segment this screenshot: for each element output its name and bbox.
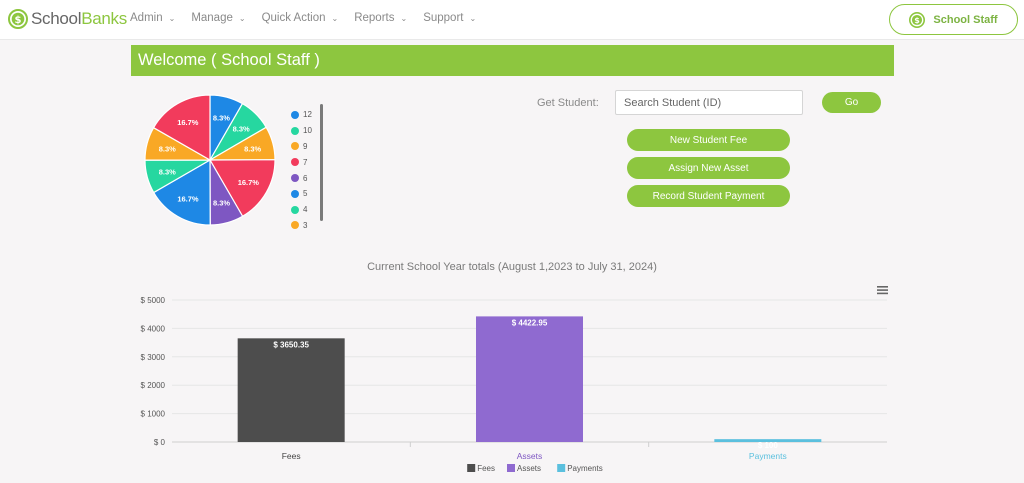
- school-staff-label: School Staff: [933, 13, 998, 26]
- nav-admin[interactable]: Admin ⌄: [130, 12, 176, 24]
- search-student-input[interactable]: [615, 90, 803, 115]
- school-staff-button[interactable]: $ School Staff: [889, 4, 1018, 35]
- dollar-logo-icon: $: [909, 11, 926, 28]
- schoolbanks-logo[interactable]: $ SchoolBanks: [8, 9, 127, 29]
- y-tick-label: $ 1000: [141, 410, 166, 419]
- nav-support[interactable]: Support ⌄: [423, 12, 477, 24]
- chevron-down-icon: ⌄: [469, 13, 477, 23]
- nav-manage[interactable]: Manage ⌄: [191, 12, 246, 24]
- assign-new-asset-button[interactable]: Assign New Asset: [627, 157, 790, 179]
- nav-reports[interactable]: Reports ⌄: [354, 12, 408, 24]
- legend-label: 9: [303, 141, 308, 151]
- welcome-banner: Welcome ( School Staff ): [131, 45, 894, 76]
- pie-legend-item[interactable]: 7: [291, 154, 312, 170]
- new-student-fee-button[interactable]: New Student Fee: [627, 129, 790, 151]
- pie-slice-label: 16.7%: [177, 118, 199, 127]
- bar-fees[interactable]: [237, 338, 345, 442]
- chart-legend-item[interactable]: Fees: [467, 464, 495, 473]
- y-tick-label: $ 0: [154, 438, 166, 447]
- grade-pie-chart: 8.3%8.3%8.3%16.7%8.3%16.7%8.3%8.3%16.7%: [144, 94, 276, 226]
- y-tick-label: $ 2000: [141, 381, 166, 390]
- chart-title: Current School Year totals (August 1,202…: [367, 261, 657, 273]
- legend-label: 7: [303, 157, 308, 167]
- pie-slice-label: 16.7%: [238, 178, 260, 187]
- legend-dot: [291, 126, 299, 135]
- pie-legend-item[interactable]: 6: [291, 170, 312, 186]
- pie-legend-item[interactable]: 10: [291, 123, 312, 139]
- record-student-payment-button[interactable]: Record Student Payment: [627, 185, 790, 207]
- get-student-label: Get Student:: [537, 97, 599, 109]
- legend-label: Fees: [477, 464, 495, 473]
- x-category-label: Payments: [749, 451, 787, 461]
- nav-quick-action[interactable]: Quick Action ⌄: [261, 12, 339, 24]
- pie-slice-label: 8.3%: [159, 167, 176, 176]
- legend-label: 12: [303, 110, 312, 120]
- chevron-down-icon: ⌄: [331, 13, 339, 23]
- legend-label: 3: [303, 220, 308, 230]
- bar-data-label: $ 100: [758, 441, 779, 450]
- pie-slice[interactable]: [152, 94, 211, 162]
- pie-slice-label: 8.3%: [159, 145, 176, 154]
- main-nav: Admin ⌄ Manage ⌄ Quick Action ⌄ Reports ⌄ Su…: [130, 0, 492, 36]
- pie-slice[interactable]: [208, 159, 276, 218]
- svg-text:$: $: [915, 16, 921, 25]
- pie-slice-label: 8.3%: [213, 199, 230, 208]
- bar-assets[interactable]: [476, 316, 583, 442]
- pie-legend-item[interactable]: 4: [291, 202, 312, 218]
- legend-swatch: [557, 464, 566, 472]
- legend-label: Assets: [517, 464, 541, 473]
- chart-legend-item[interactable]: Assets: [507, 464, 541, 473]
- legend-swatch: [467, 464, 476, 472]
- hamburger-menu-icon[interactable]: [877, 285, 889, 295]
- pie-slice[interactable]: [152, 158, 211, 226]
- pie-legend: 12 10 9 7 6 5 4 3: [291, 107, 312, 233]
- dollar-logo-icon: $: [8, 9, 28, 29]
- legend-dot: [291, 221, 299, 230]
- pie-slice-label: 8.3%: [233, 125, 250, 134]
- logo-text: SchoolBanks: [31, 9, 127, 28]
- pie-slice-label: 8.3%: [213, 113, 230, 122]
- legend-label: 10: [303, 126, 312, 136]
- bar-data-label: $ 4422.95: [512, 318, 548, 327]
- legend-dot: [291, 174, 299, 183]
- legend-scrollbar[interactable]: [320, 104, 323, 221]
- legend-dot: [291, 158, 299, 167]
- pie-legend-item[interactable]: 3: [291, 218, 312, 234]
- legend-label: 5: [303, 189, 308, 199]
- chevron-down-icon: ⌄: [400, 13, 408, 23]
- legend-dot: [291, 142, 299, 151]
- chart-legend-item[interactable]: Payments: [557, 464, 603, 473]
- legend-dot: [291, 189, 299, 198]
- legend-label: 4: [303, 205, 308, 215]
- go-button[interactable]: Go: [822, 92, 881, 113]
- x-category-label: Assets: [517, 451, 543, 461]
- pie-legend-item[interactable]: 9: [291, 139, 312, 155]
- legend-label: 6: [303, 173, 308, 183]
- top-navbar: $ SchoolBanks Admin ⌄ Manage ⌄ Quick Actio…: [0, 0, 1024, 40]
- svg-text:$: $: [15, 15, 22, 26]
- y-tick-label: $ 3000: [141, 353, 166, 362]
- bar-payments[interactable]: [714, 439, 822, 442]
- y-tick-label: $ 4000: [141, 324, 166, 333]
- legend-dot: [291, 205, 299, 214]
- legend-label: Payments: [567, 464, 603, 473]
- legend-dot: [291, 110, 299, 119]
- pie-slice-label: 8.3%: [244, 144, 261, 153]
- bar-data-label: $ 3650.35: [273, 340, 309, 349]
- x-category-label: Fees: [282, 451, 301, 461]
- y-tick-label: $ 5000: [141, 296, 166, 305]
- chevron-down-icon: ⌄: [168, 13, 176, 23]
- pie-slice-label: 16.7%: [177, 194, 199, 203]
- chevron-down-icon: ⌄: [238, 13, 246, 23]
- school-year-bar-chart: $ 0 $ 1000 $ 2000 $ 3000 $ 4000 $ 5000 $ 3650.…: [141, 296, 887, 473]
- legend-swatch: [507, 464, 515, 472]
- pie-legend-item[interactable]: 12: [291, 107, 312, 123]
- pie-legend-item[interactable]: 5: [291, 186, 312, 202]
